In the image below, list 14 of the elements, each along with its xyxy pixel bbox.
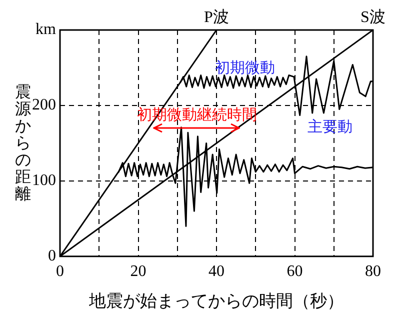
x-tick-label: 40 <box>208 263 224 280</box>
x-tick-label: 80 <box>365 263 381 280</box>
y-tick-label: 200 <box>32 96 56 114</box>
series-label: S波 <box>360 8 386 26</box>
series-label: P波 <box>204 8 229 26</box>
y-tick-label: 100 <box>32 172 56 190</box>
annotation: 初期微動 <box>215 59 275 78</box>
x-tick-label: 20 <box>130 263 146 280</box>
x-tick-label: 60 <box>286 263 303 280</box>
y-tick-label: 0 <box>48 248 56 265</box>
y-axis-title: 震源からの距離 <box>14 84 32 203</box>
y-tick-label: km <box>36 21 57 38</box>
x-axis-title: 地震が始まってからの時間（秒） <box>88 291 344 310</box>
annotation: 主要動 <box>308 118 352 136</box>
